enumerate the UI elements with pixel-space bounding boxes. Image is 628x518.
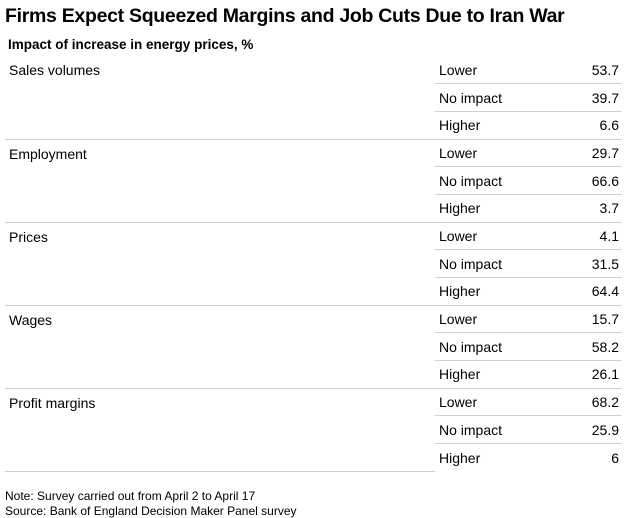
value: 31.5 <box>563 249 622 278</box>
table-row: Higher 3.7 <box>5 194 622 223</box>
table-row: No impact 58.2 <box>5 332 622 362</box>
response: Lower <box>435 305 564 334</box>
subtitle: Impact of increase in energy prices, % <box>8 37 254 52</box>
value: 26.1 <box>563 360 622 389</box>
table-row: No impact 31.5 <box>5 249 622 278</box>
response: No impact <box>435 166 564 195</box>
value: 3.7 <box>563 194 622 223</box>
table-row: Higher 6.6 <box>5 111 622 140</box>
note: Note: Survey carried out from April 2 to… <box>5 489 256 503</box>
group-label: Prices <box>5 222 435 306</box>
response: No impact <box>435 83 564 112</box>
response: No impact <box>435 415 564 445</box>
response: Lower <box>435 222 564 251</box>
value: 53.7 <box>563 56 622 85</box>
response: Lower <box>435 139 564 168</box>
response: Higher <box>439 449 481 466</box>
value: 39.7 <box>563 83 622 112</box>
table-row: Prices Lower 4.1 <box>5 222 622 306</box>
response: Higher <box>435 277 564 306</box>
response: Lower <box>435 388 564 417</box>
title: Firms Expect Squeezed Margins and Job Cu… <box>5 5 565 27</box>
table: Sales volumes Lower 53.7 No impact 39.7 Highe… <box>5 56 622 472</box>
value: 68.2 <box>563 388 622 417</box>
table-row: No impact 39.7 <box>5 83 622 112</box>
value: 29.7 <box>563 139 622 168</box>
response: Higher <box>435 111 564 140</box>
table-row: No impact 66.6 <box>5 166 622 195</box>
response: No impact <box>435 249 564 278</box>
group-label: Sales volumes <box>5 56 435 140</box>
value: 64.4 <box>563 277 622 306</box>
response: No impact <box>435 332 564 362</box>
table-row: Higher 26.1 <box>5 360 622 389</box>
response: Higher <box>435 360 564 389</box>
table-row: Wages Lower 15.7 <box>5 305 622 389</box>
response: Higher <box>435 194 564 223</box>
value: 4.1 <box>563 222 622 251</box>
value: 6 <box>611 449 619 466</box>
table-row: No impact 25.9 <box>5 415 622 445</box>
value: 25.9 <box>563 415 622 445</box>
group-label: Wages <box>5 305 435 389</box>
value: 66.6 <box>563 166 622 195</box>
value: 6.6 <box>563 111 622 140</box>
response: Lower <box>435 56 564 85</box>
table-row: Profit margins Lower 68.2 <box>5 388 622 472</box>
group-label: Profit margins <box>5 388 435 472</box>
table-row: Higher 6 <box>5 444 622 472</box>
value: 15.7 <box>563 305 622 334</box>
value: 58.2 <box>563 332 622 362</box>
table-row: Higher 64.4 <box>5 277 622 306</box>
table-row: Employment Lower 29.7 <box>5 139 622 223</box>
source: Source: Bank of England Decision Maker P… <box>5 504 297 518</box>
table-row: Sales volumes Lower 53.7 <box>5 56 622 140</box>
group-label: Employment <box>5 139 435 223</box>
